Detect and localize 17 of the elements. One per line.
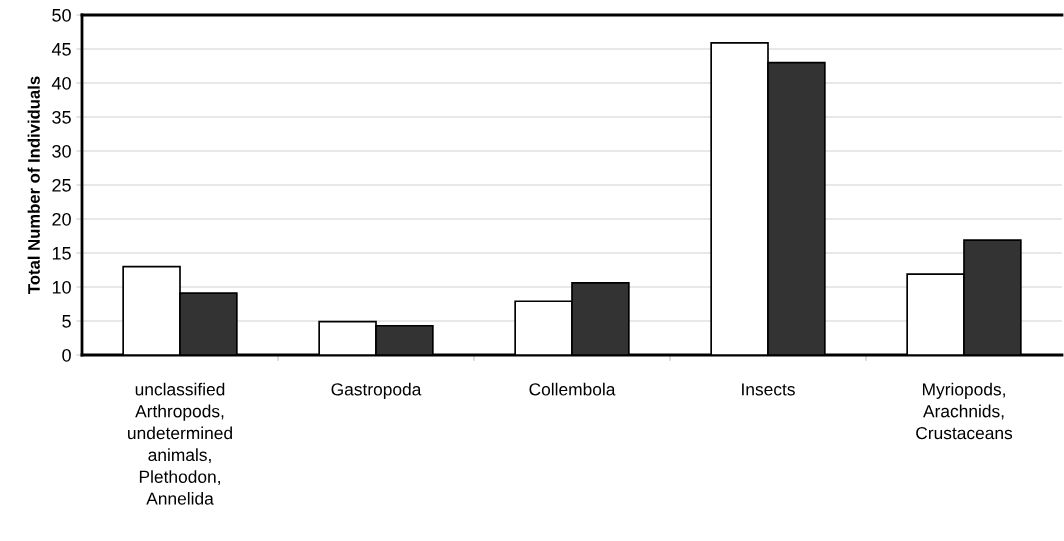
y-tick-label: 10: [52, 280, 71, 294]
y-tick-label: 5: [62, 315, 71, 328]
y-tick-label: 45: [51, 43, 71, 56]
y-axis-title: Total Number of Individuals: [27, 76, 40, 294]
x-tick-label: Insects: [742, 383, 795, 396]
y-tick-label: 35: [52, 110, 71, 124]
x-tick-label: unclassified Arthropods, undetermined animals, Plethodon, Annelida: [128, 382, 232, 505]
y-tick-label: 50: [52, 8, 71, 22]
x-tick-label: Myriopods, Arachnids, Crustaceans: [916, 382, 1013, 440]
y-tick-label: 30: [52, 144, 71, 158]
y-tick-label: 0: [62, 348, 71, 362]
y-tick-label: 25: [52, 178, 71, 192]
y-tick-label: 40: [51, 76, 71, 90]
y-tick-label: 15: [52, 247, 71, 260]
x-tick-label: Collembola: [529, 382, 616, 396]
y-tick-label: 20: [52, 212, 71, 226]
x-tick-label: Gastropoda: [331, 382, 422, 399]
